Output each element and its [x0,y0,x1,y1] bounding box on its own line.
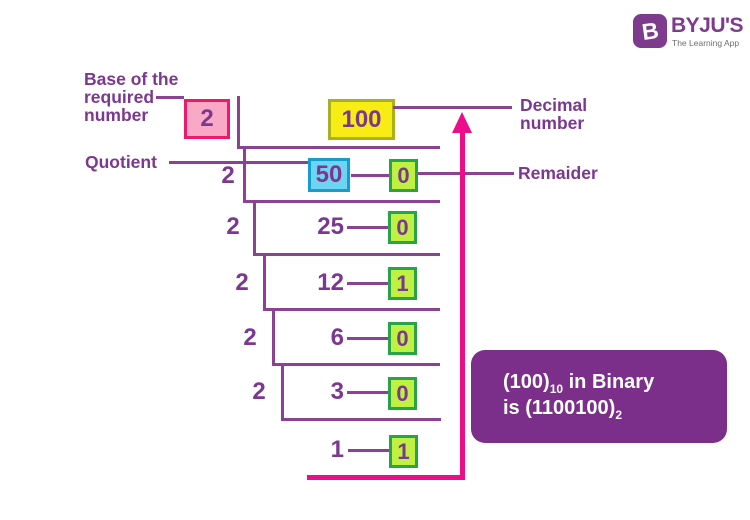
remainder-value-box: 0 [389,159,418,192]
ladder-horizontal-line-4 [263,308,440,311]
result-line-1: (100)10 in Binary [503,371,655,396]
result-line-2: is (1100100)2 [503,397,623,422]
remainder-dash-line [347,282,388,285]
remainder-value-box: 1 [389,435,418,468]
read-order-arrow-base-line [307,475,465,480]
ladder-horizontal-line-5 [272,363,440,366]
remainder-value-box: 0 [388,211,417,244]
remainder-value-box: 0 [388,377,417,410]
byjus-logo-icon: B [633,14,667,48]
base-of-required-number-label: Base of the required number [84,69,179,125]
quotient-value: 25 [317,213,344,240]
divisor-value: 2 [235,269,249,296]
quotient-label: Quotient [85,152,157,172]
ladder-vertical-line-6 [281,363,284,421]
ladder-horizontal-line-3 [253,253,440,256]
quotient-value: 3 [330,378,344,405]
remainder-dash-line [351,174,389,177]
byjus-tagline: The Learning App [672,38,740,48]
divisor-value: 2 [226,213,240,240]
divisor-value: 2 [221,162,235,189]
quotient-value: 12 [317,269,344,296]
decimal-number-box: 100 [328,99,395,140]
divisor-value: 2 [252,378,266,405]
remainder-dash-line [347,226,388,229]
divisor-value: 2 [243,324,257,351]
base-value-box: 2 [184,99,230,139]
remainder-value-box: 0 [388,322,417,355]
quotient-value: 6 [330,324,344,351]
decimal-pointer-line [393,106,512,109]
remainder-pointer-line [417,172,514,175]
remainder-value-box: 1 [388,267,417,300]
quotient-value-box: 50 [308,158,350,192]
read-order-arrow-line [460,128,465,478]
ladder-horizontal-line-2 [243,200,440,203]
quotient-value: 1 [330,436,344,463]
quotient-pointer-line [169,161,308,164]
remainder-dash-line [347,391,388,394]
decimal-number-label: Decimal number [520,95,588,133]
byjus-brand-name: BYJU'S [671,14,744,37]
ladder-vertical-line-4 [263,253,266,311]
ladder-vertical-line-2 [243,146,246,203]
ladder-vertical-line-1 [237,96,240,149]
remainder-dash-line [347,337,388,340]
binary-result-box: (100)10 in Binary is (1100100)2 [471,350,727,443]
ladder-horizontal-line-1 [237,146,440,149]
remainder-dash-line [348,449,389,452]
remainder-label: Remaider [518,163,598,183]
base-label-pointer-line [156,96,184,99]
ladder-vertical-line-3 [253,200,256,256]
ladder-vertical-line-5 [272,308,275,366]
byjus-b-icon: B [639,16,660,45]
ladder-horizontal-line-6 [281,418,441,421]
byjus-logo: B BYJU'S The Learning App [631,13,744,51]
up-arrow-icon [452,112,472,133]
